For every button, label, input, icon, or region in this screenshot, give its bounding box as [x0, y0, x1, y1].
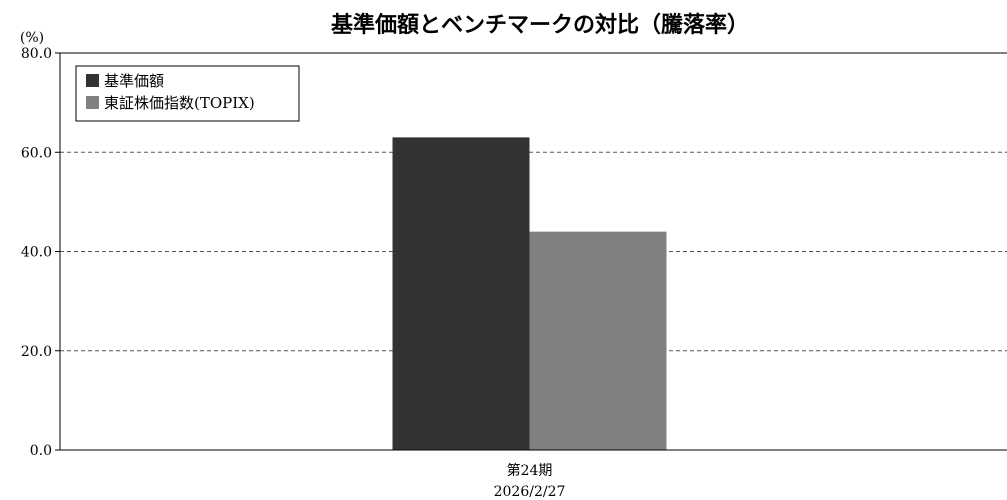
x-category-date-label: 2026/2/27 [494, 484, 566, 500]
y-tick-label: 40.0 [21, 245, 52, 261]
y-axis-ticks: 0.0 20.0 40.0 60.0 80.0 [21, 46, 60, 459]
y-axis-unit-label: (%) [20, 30, 44, 46]
x-category-label: 第24期 [507, 462, 553, 479]
gridlines [60, 151, 1007, 352]
chart-title: 基準価額とベンチマークの対比（騰落率） [331, 12, 749, 38]
y-tick-label: 60.0 [21, 145, 52, 161]
bars [392, 137, 667, 451]
legend-label: 東証株価指数(TOPIX) [104, 94, 255, 112]
legend-swatch [86, 96, 99, 109]
y-tick-label: 20.0 [21, 344, 52, 360]
y-tick-label: 0.0 [30, 443, 52, 459]
bar-fund-nav [392, 137, 530, 451]
legend-swatch [86, 74, 99, 87]
legend-label: 基準価額 [104, 72, 164, 90]
bar-benchmark-topix [529, 231, 667, 450]
legend-box [75, 65, 300, 122]
y-tick-label: 80.0 [21, 46, 52, 62]
x-axis-labels: 第24期 2026/2/27 [494, 462, 566, 500]
